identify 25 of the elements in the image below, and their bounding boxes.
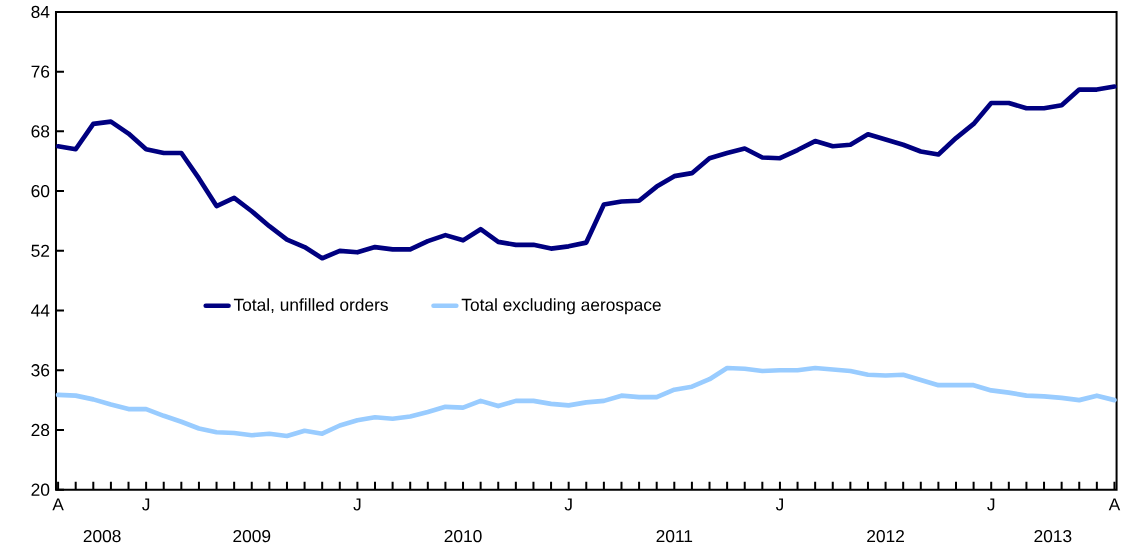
text: 2011 <box>656 530 693 543</box>
x-tick-label: J <box>564 498 572 511</box>
text: 2012 <box>867 530 904 543</box>
y-tick-label: 20 <box>31 483 50 496</box>
text: 2009 <box>233 530 271 543</box>
text: 2008 <box>83 530 121 543</box>
x-tick-label: A <box>52 498 64 511</box>
y-tick-label: 36 <box>31 364 50 377</box>
y-tick-label: 76 <box>31 65 50 78</box>
x-tick-label: J <box>987 498 995 511</box>
x-tick-label: J <box>353 498 361 511</box>
text: 2013 <box>1034 530 1072 543</box>
y-tick-label: 28 <box>31 424 50 437</box>
line-series <box>55 84 1117 261</box>
legend-label: Total, unfilled orders <box>233 298 388 314</box>
x-tick-label: J <box>775 498 783 511</box>
y-tick-label: 52 <box>31 244 50 258</box>
legend-label: Total excluding aerospace <box>461 298 661 315</box>
y-tick-label: 84 <box>31 5 50 19</box>
x-tick-label: A <box>1108 498 1121 511</box>
y-tick-label: 68 <box>31 125 50 138</box>
y-tick-label: 60 <box>31 185 50 198</box>
y-tick-label: 44 <box>31 304 50 317</box>
x-tick-label: J <box>142 498 150 511</box>
text: 2010 <box>444 530 482 543</box>
